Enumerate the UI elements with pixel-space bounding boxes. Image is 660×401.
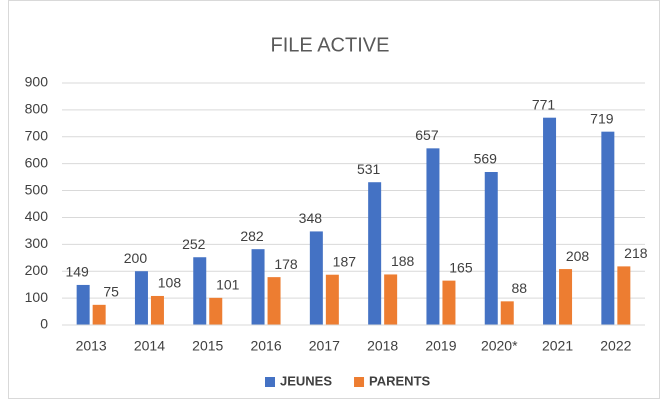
bar — [251, 249, 265, 325]
y-tick-label: 800 — [25, 101, 49, 117]
x-tick-label: 2013 — [76, 338, 107, 354]
data-label: 149 — [65, 264, 89, 280]
legend-label: PARENTS — [369, 373, 430, 388]
data-label: 282 — [240, 228, 264, 244]
y-tick-label: 700 — [25, 127, 49, 143]
bar — [309, 231, 323, 325]
data-label: 178 — [274, 256, 298, 272]
y-tick-label: 500 — [25, 181, 49, 197]
x-tick-label: 2016 — [250, 338, 281, 354]
x-tick-label: 2018 — [367, 338, 398, 354]
bar — [384, 274, 398, 325]
bar — [442, 280, 456, 325]
data-label: 88 — [511, 280, 527, 296]
x-tick-label: 2020* — [481, 338, 518, 354]
data-label: 719 — [590, 110, 614, 126]
data-label: 75 — [103, 284, 119, 300]
x-tick-label: 2014 — [134, 338, 165, 354]
data-label: 348 — [299, 210, 323, 226]
data-label: 187 — [333, 253, 357, 269]
x-tick-label: 2017 — [309, 338, 340, 354]
x-tick-label: 2015 — [192, 338, 223, 354]
bar — [150, 295, 164, 325]
data-label: 208 — [566, 248, 590, 264]
bar — [209, 297, 223, 325]
bar — [368, 182, 382, 325]
data-label: 657 — [415, 127, 439, 143]
x-tick-label: 2021 — [542, 338, 573, 354]
y-tick-label: 400 — [25, 208, 49, 224]
data-label: 188 — [391, 253, 415, 269]
bar — [325, 274, 339, 325]
y-tick-label: 900 — [25, 74, 49, 90]
data-label: 218 — [624, 245, 648, 261]
bar — [134, 271, 148, 325]
bar — [617, 266, 631, 325]
chart-title: FILE ACTIVE — [271, 34, 390, 56]
bar — [559, 269, 573, 325]
data-label: 771 — [532, 96, 556, 112]
x-tick-label: 2022 — [600, 338, 631, 354]
x-tick-label: 2019 — [425, 338, 456, 354]
y-tick-label: 300 — [25, 235, 49, 251]
bar — [543, 117, 557, 325]
data-label: 101 — [216, 277, 240, 293]
y-tick-label: 200 — [25, 262, 49, 278]
data-label: 531 — [357, 161, 381, 177]
bar — [484, 172, 498, 325]
bar — [601, 131, 615, 325]
bar — [500, 301, 514, 325]
legend-swatch — [354, 377, 365, 387]
bar — [426, 148, 440, 325]
data-label: 108 — [158, 275, 182, 291]
bar — [76, 284, 90, 325]
y-tick-label: 600 — [25, 154, 49, 170]
bar — [193, 257, 207, 325]
data-label: 200 — [124, 250, 148, 266]
y-tick-label: 100 — [25, 289, 49, 305]
data-label: 165 — [449, 259, 473, 275]
bar — [92, 304, 106, 325]
bar — [267, 277, 281, 325]
data-label: 569 — [474, 151, 498, 167]
y-tick-label: 0 — [40, 316, 48, 332]
data-label: 252 — [182, 236, 206, 252]
legend-label: JEUNES — [280, 373, 332, 388]
legend-swatch — [265, 377, 275, 387]
